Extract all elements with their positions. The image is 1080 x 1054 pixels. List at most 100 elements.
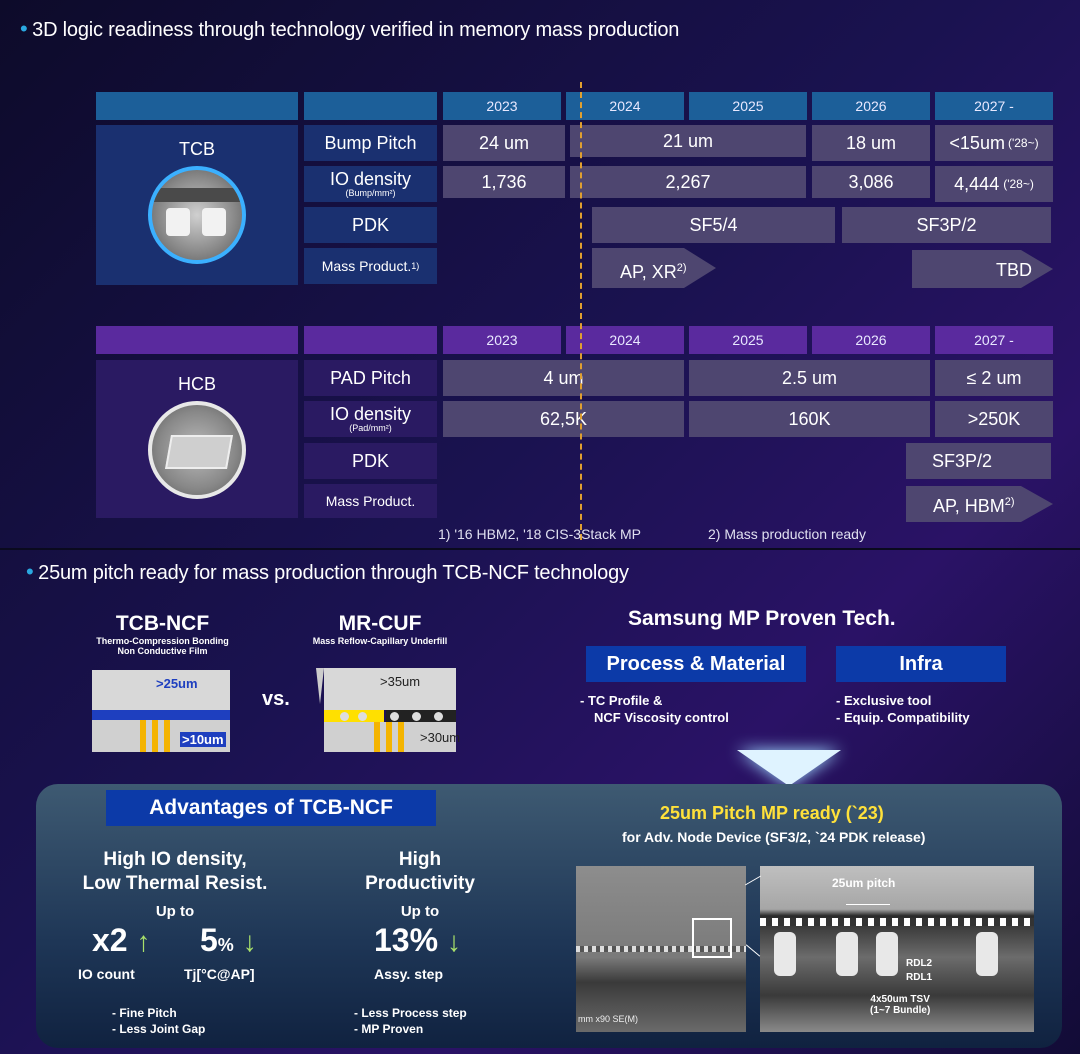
hcb-io-v3: >250K	[935, 401, 1053, 437]
tcb-io-2026: 3,086	[812, 166, 930, 198]
adv-col1-head-line2: Low Thermal Resist.	[82, 873, 268, 894]
tcb-header-blank	[96, 92, 298, 120]
hcb-year-2024: 2024	[566, 326, 684, 354]
proven-title: Samsung MP Proven Tech.	[628, 607, 896, 630]
hcb-pad-image	[148, 401, 246, 499]
tcb-bump-2026: 18 um	[812, 125, 930, 161]
tcb-row-mass-label: Mass Product. 1)	[304, 248, 437, 284]
adv-step-label: Assy. step	[374, 966, 443, 982]
arrow-down-icon: ↓	[242, 926, 257, 957]
hcb-mass-v1: AP, HBM2)	[933, 496, 1014, 517]
rdl2-label: RDL2	[906, 958, 933, 969]
tcb-ncf-header: TCB-NCF Thermo-Compression Bonding Non C…	[80, 612, 245, 656]
adv-col2-head-line2: Productivity	[365, 873, 475, 894]
adv-io-value: x2 ↑	[92, 922, 150, 959]
adv-io-value-text: x2	[92, 922, 128, 958]
tcb-io-2023: 1,736	[443, 166, 565, 198]
proven-infra-item-2-text: Equip. Compatibility	[843, 710, 970, 725]
proven-box-process: Process & Material	[586, 646, 806, 682]
proven-infra-item-1-text: Exclusive tool	[843, 693, 932, 708]
tcb-year-2025: 2025	[689, 92, 807, 120]
adv-col1-item-2-text: Less Joint Gap	[119, 1022, 206, 1036]
adv-tj-label: Tj[°C@AP]	[184, 966, 255, 982]
hcb-label: HCB	[177, 374, 216, 394]
tcb-mass-v2: TBD	[996, 260, 1032, 280]
adv-step-value: 13% ↓	[374, 922, 461, 959]
tcb-pdk-sf54: SF5/4	[592, 207, 835, 243]
hcb-row-mass-label: Mass Product.	[304, 484, 437, 518]
tcb-mass-v1-text: AP, XR	[620, 262, 677, 282]
arrow-up-icon: ↑	[136, 926, 151, 957]
hcb-row-pdk-label: PDK	[304, 443, 437, 479]
hcb-pdk-v1: SF3P/2	[906, 443, 1051, 479]
mp-ready-title: 25um Pitch MP ready (`23)	[660, 803, 884, 823]
adv-step-value-text: 13%	[374, 922, 439, 958]
tcb-row-io-label: IO density	[329, 169, 412, 189]
hcb-mass-v1-text: AP, HBM	[933, 496, 1005, 516]
tcb-year-2023: 2023	[443, 92, 561, 120]
mr-cuf-dim1: >35um	[380, 674, 421, 689]
mp-ready-sub: for Adv. Node Device (SF3/2, `24 PDK rel…	[622, 829, 926, 845]
hcb-header-blank	[96, 326, 298, 354]
adv-io-label: IO count	[78, 966, 135, 982]
hcb-pad-v2: 2.5 um	[689, 360, 930, 396]
footnote-1: 1) '16 HBM2, '18 CIS-3Stack MP	[438, 526, 641, 542]
hcb-header-blank2	[304, 326, 437, 354]
section2-header: • 25um pitch ready for mass production t…	[26, 559, 629, 585]
arrow-down-icon: ↓	[446, 926, 461, 957]
adv-col2-head: High Productivity Up to	[340, 848, 500, 924]
adv-col2-upto: Up to	[400, 903, 440, 920]
tcb-year-2027: 2027 -	[935, 92, 1053, 120]
hcb-row-io-label-cell: IO density (Pad/mm²)	[304, 401, 437, 437]
tcb-io-2027-value: 4,444	[954, 173, 1000, 194]
tcb-bump-image	[148, 166, 246, 264]
adv-col2-list: - Less Process step - MP Proven	[354, 1005, 467, 1037]
adv-col2-item-1-text: Less Process step	[361, 1006, 467, 1020]
mr-cuf-diagram: >35um >30um	[316, 668, 460, 752]
adv-col1-upto: Up to	[155, 903, 195, 920]
hcb-mass-arrow	[906, 486, 1053, 522]
adv-col2-item-2-text: MP Proven	[361, 1022, 424, 1036]
sem-overview-image: mm x90 SE(M)	[576, 866, 746, 1032]
sem-caption: mm x90 SE(M)	[578, 1014, 639, 1024]
tcb-ncf-diagram: >25um >10um	[92, 670, 230, 752]
section-divider	[0, 548, 1080, 550]
adv-tj-unit: %	[217, 935, 234, 955]
mr-cuf-sub: Mass Reflow-Capillary Underfill	[312, 636, 448, 646]
tcb-mass-arrow-2	[912, 250, 1053, 288]
hcb-row-io-sub: (Pad/mm²)	[349, 423, 392, 433]
bullet-icon: •	[20, 16, 28, 41]
hcb-pad-v3: ≤ 2 um	[935, 360, 1053, 396]
adv-col2-item-2: - MP Proven	[354, 1022, 424, 1036]
proven-process-item-2: NCF Viscosity control	[594, 710, 729, 725]
mr-cuf-header: MR-CUF Mass Reflow-Capillary Underfill	[300, 612, 460, 646]
proven-list-infra: - Exclusive tool - Equip. Compatibility	[836, 692, 970, 726]
hcb-label-block: HCB	[96, 360, 298, 518]
mr-cuf-dim2: >30um	[420, 730, 461, 745]
hcb-year-2025: 2025	[689, 326, 807, 354]
adv-tj-value: 5% ↓	[200, 922, 257, 959]
tcb-row-io-label-cell: IO density (Bump/mm²)	[304, 166, 437, 202]
rdl1-label: RDL1	[906, 972, 933, 983]
tcb-year-2024: 2024	[566, 92, 684, 120]
adv-col1-head: High IO density, Low Thermal Resist. Up …	[60, 848, 290, 924]
tcb-io-2027-note: ('28~)	[1003, 177, 1034, 191]
mr-cuf-title: MR-CUF	[338, 612, 422, 635]
down-arrow-icon	[714, 750, 864, 790]
hcb-year-2026: 2026	[812, 326, 930, 354]
tcb-mass-v1-sup: 2)	[676, 262, 687, 274]
hcb-mass-v1-sup: 2)	[1004, 496, 1015, 508]
vs-label: vs.	[262, 688, 290, 710]
proven-process-item-1-text: TC Profile &	[587, 693, 663, 708]
today-marker-line	[580, 82, 582, 540]
bullet-icon: •	[26, 559, 34, 584]
proven-box-infra: Infra	[836, 646, 1006, 682]
tcb-label: TCB	[179, 139, 215, 159]
hcb-io-v2: 160K	[689, 401, 930, 437]
proven-infra-item-1: - Exclusive tool	[836, 693, 932, 708]
adv-col2-item-1: - Less Process step	[354, 1006, 467, 1020]
tsv-label-2: (1~7 Bundle)	[870, 1005, 931, 1016]
tcb-mass-v1: AP, XR2)	[620, 262, 686, 283]
adv-col1-head-line1: High IO density,	[103, 849, 247, 870]
tcb-row-bump-pitch-label: Bump Pitch	[304, 125, 437, 161]
